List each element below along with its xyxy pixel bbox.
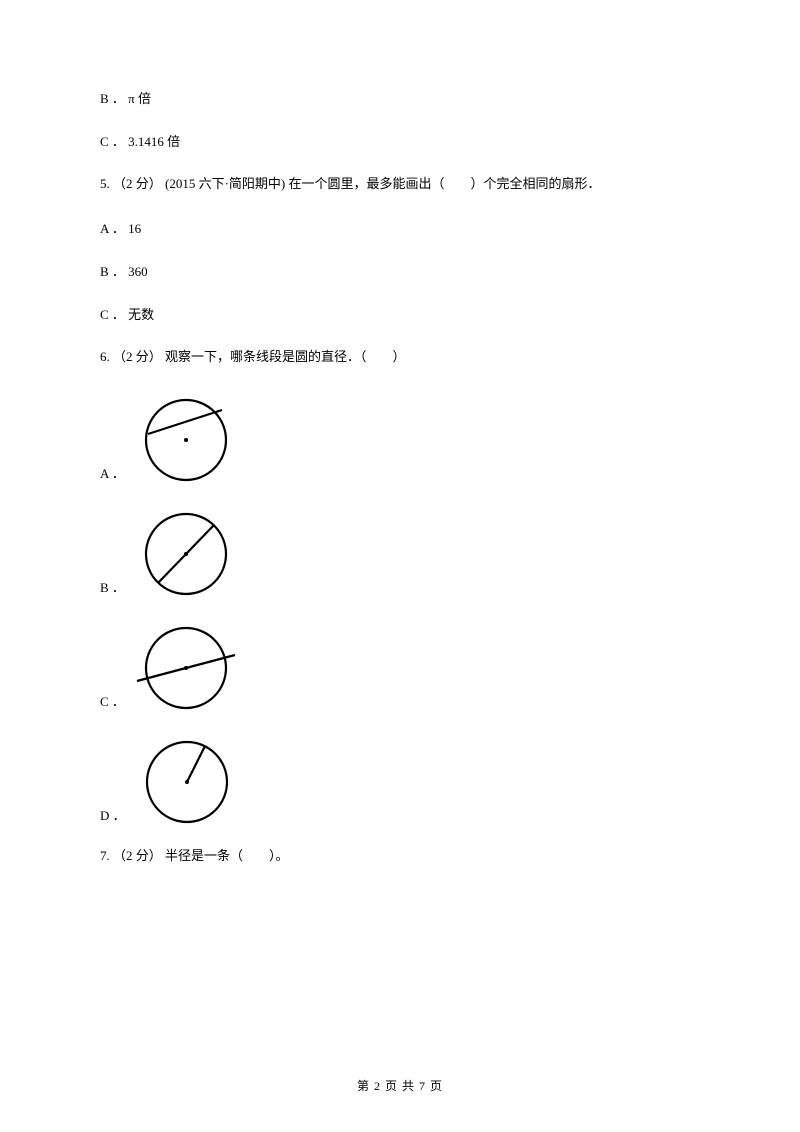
q6-option-d-label: D ． — [100, 805, 126, 832]
q6-stem: 6. （2 分） 观察一下，哪条线段是圆的直径．（ ） — [100, 347, 700, 367]
q6-option-a-label: A ． — [100, 463, 125, 490]
q6-option-b-row: B ． — [100, 504, 700, 604]
prev-option-b: B ． π 倍 — [100, 88, 700, 107]
q6-option-c-row: C ． — [100, 618, 700, 718]
q7-stem: 7. （2 分） 半径是一条（ ）。 — [100, 846, 700, 866]
q6-option-a-row: A ． — [100, 390, 700, 490]
q5-option-c: C ． 无数 — [100, 304, 700, 323]
q6-figure-b — [131, 504, 241, 604]
prev-option-c: C ． 3.1416 倍 — [100, 131, 700, 150]
q5-option-b: B ． 360 — [100, 261, 700, 280]
q6-option-d-row: D ． — [100, 732, 700, 832]
q6-figure-a — [131, 390, 241, 490]
exam-page: B ． π 倍 C ． 3.1416 倍 5. （2 分） (2015 六下·简… — [0, 0, 800, 866]
q5-option-a: A ． 16 — [100, 218, 700, 237]
q6-figure-c — [131, 618, 241, 718]
q6-option-b-label: B ． — [100, 577, 125, 604]
q6-option-c-label: C ． — [100, 691, 125, 718]
q6-figure-d — [132, 732, 242, 832]
q5-stem: 5. （2 分） (2015 六下·简阳期中) 在一个圆里，最多能画出（ ）个完… — [100, 174, 700, 194]
page-footer: 第 2 页 共 7 页 — [0, 1077, 800, 1094]
